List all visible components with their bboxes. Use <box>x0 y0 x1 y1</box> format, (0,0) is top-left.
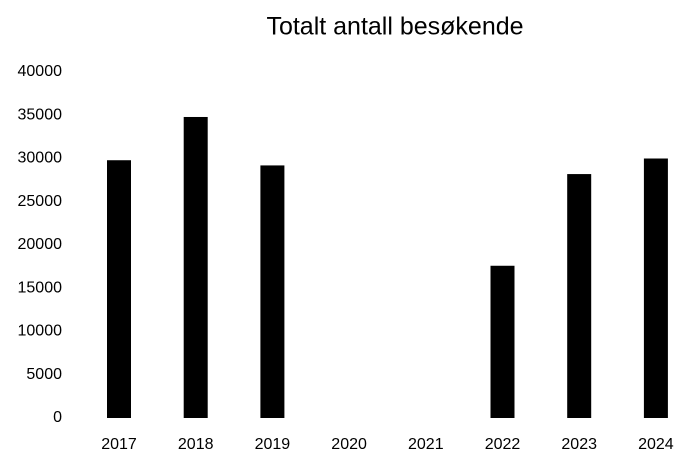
y-tick-label: 25000 <box>18 193 63 210</box>
bar <box>490 265 515 418</box>
bar <box>183 116 208 418</box>
chart-title: Totalt antall besøkende <box>266 13 523 41</box>
x-tick-label: 2021 <box>408 436 444 453</box>
x-tick-label: 2023 <box>561 436 597 453</box>
bar <box>643 158 668 418</box>
bar <box>567 174 592 418</box>
x-tick-label: 2022 <box>485 436 521 453</box>
y-tick-label: 30000 <box>18 150 63 167</box>
bar <box>107 160 131 419</box>
x-tick-label: 2020 <box>331 436 367 453</box>
y-tick-label: 10000 <box>18 323 63 340</box>
y-tick-label: 5000 <box>26 366 62 383</box>
bar <box>260 165 285 418</box>
x-tick-label: 2017 <box>101 436 137 453</box>
y-tick-label: 35000 <box>18 106 63 123</box>
x-tick-label: 2018 <box>178 436 214 453</box>
y-tick-label: 0 <box>53 409 62 426</box>
x-tick-label: 2019 <box>255 436 291 453</box>
y-tick-label: 40000 <box>18 63 63 80</box>
y-tick-label: 15000 <box>18 279 63 296</box>
x-tick-label: 2024 <box>638 436 674 453</box>
y-tick-label: 20000 <box>18 236 63 253</box>
